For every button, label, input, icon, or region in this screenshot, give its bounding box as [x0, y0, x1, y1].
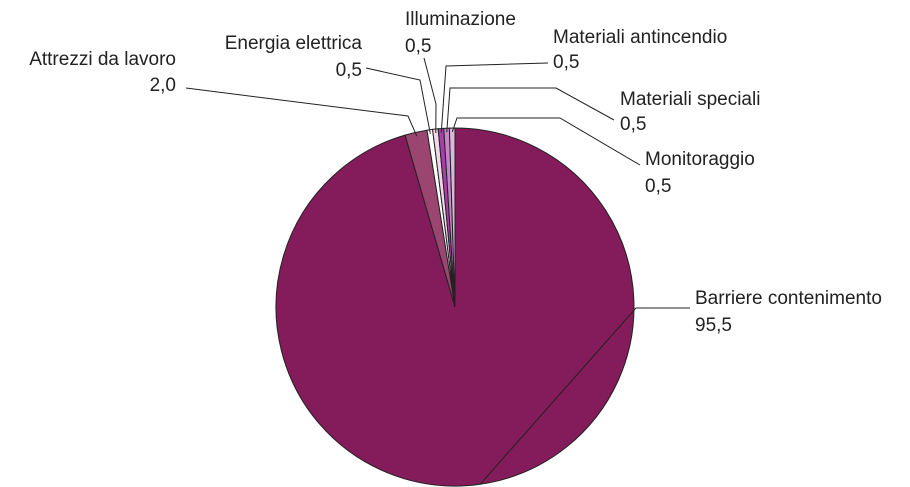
- slice-label: Attrezzi da lavoro: [29, 49, 176, 70]
- slice-label: Materiali antincendio: [553, 27, 727, 48]
- pie-slice: [448, 127, 456, 308]
- leader-line: [365, 67, 431, 134]
- slice-value: 0,5: [405, 36, 431, 57]
- slice-value: 95,5: [695, 315, 732, 336]
- slice-label: Monitoraggio: [645, 149, 755, 170]
- slice-value: 2,0: [150, 75, 176, 96]
- leader-line: [451, 117, 641, 166]
- slice-value: 0,5: [336, 60, 362, 81]
- slice-value: 0,5: [553, 52, 579, 73]
- slice-label: Energia elettrica: [225, 33, 363, 54]
- slice-value: 0,5: [645, 176, 671, 197]
- leader-line: [423, 57, 437, 134]
- leader-line: [446, 87, 615, 133]
- leader-line: [440, 62, 549, 133]
- slice-label: Illuminazione: [405, 9, 516, 30]
- slice-label: Barriere contenimento: [695, 288, 882, 309]
- slice-label: Materiali speciali: [620, 89, 760, 110]
- leader-line: [185, 87, 418, 137]
- leader-line: [479, 307, 690, 485]
- slice-value: 0,5: [620, 114, 646, 135]
